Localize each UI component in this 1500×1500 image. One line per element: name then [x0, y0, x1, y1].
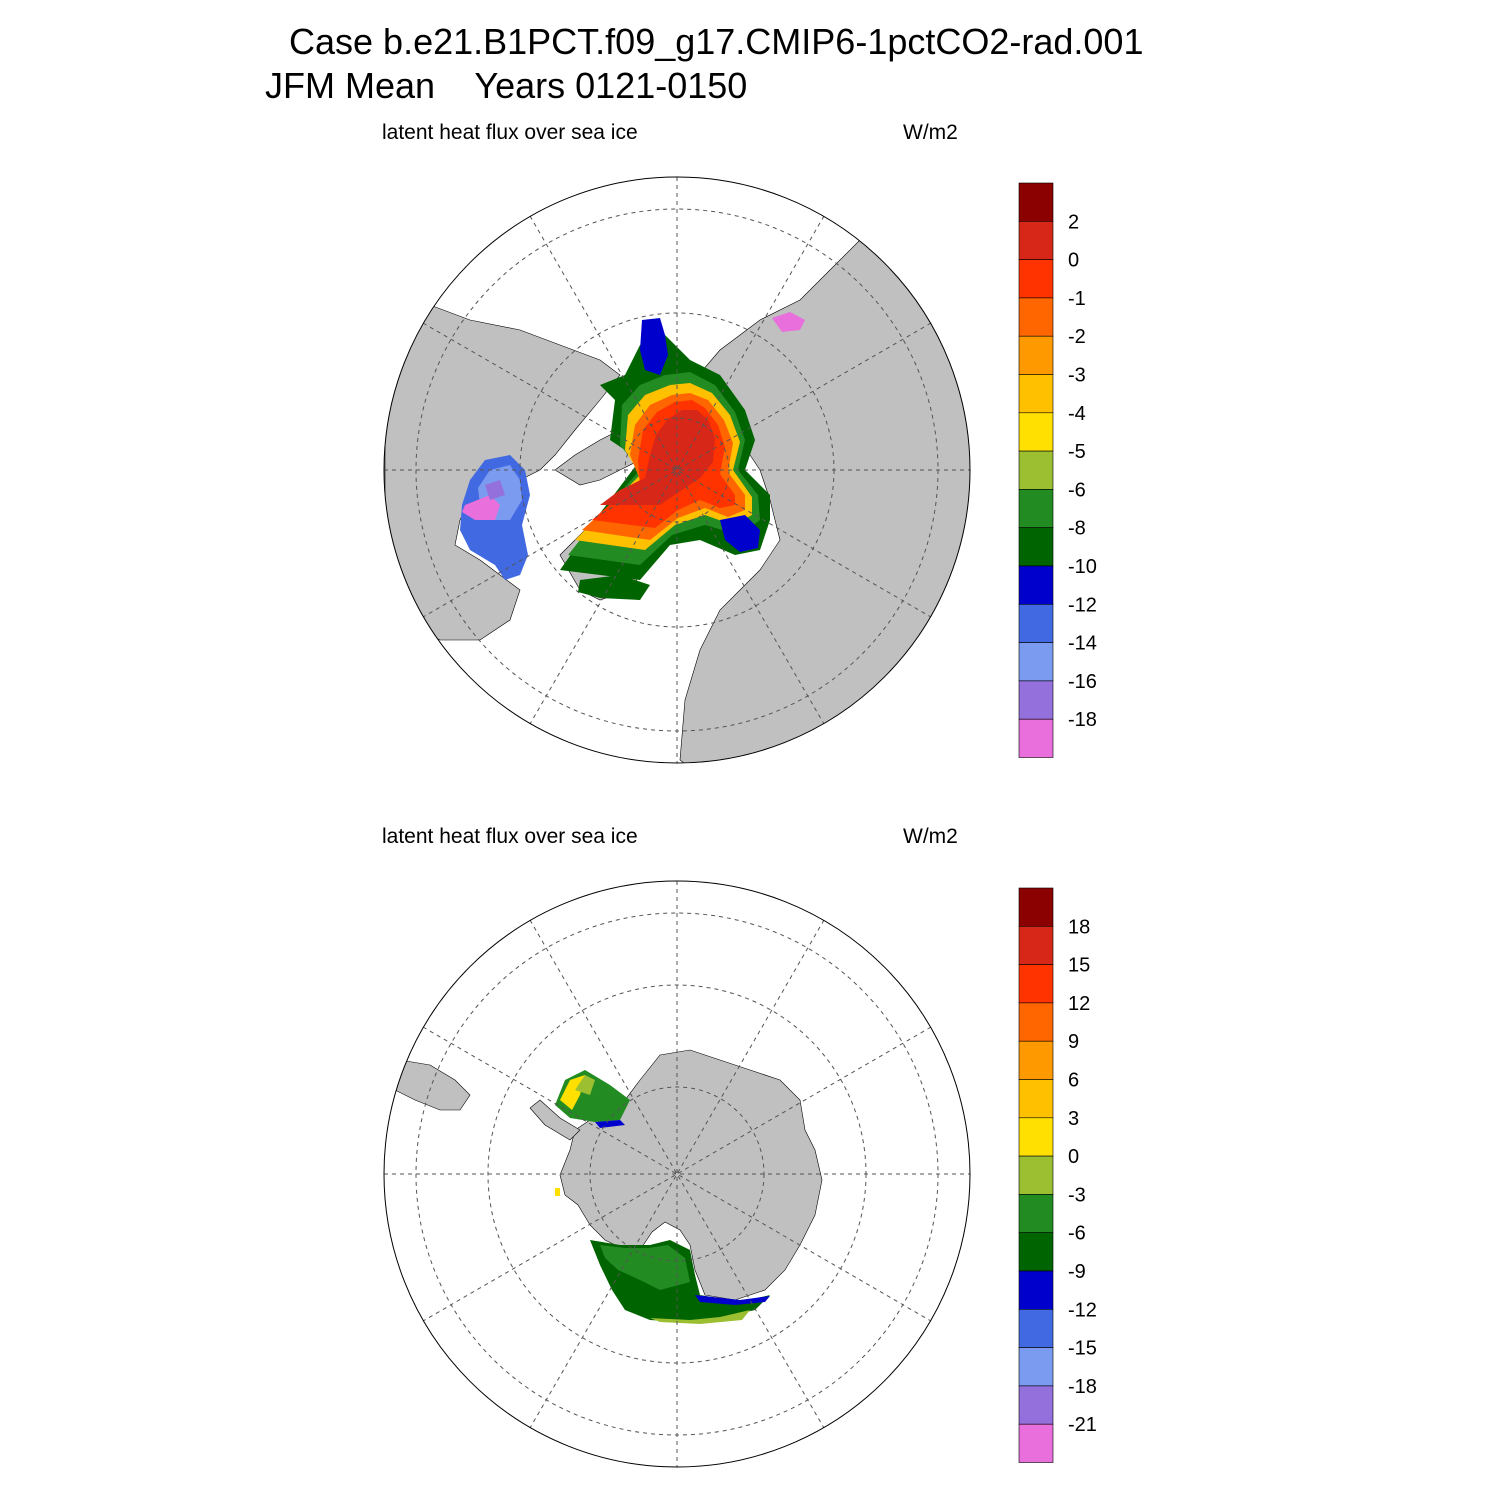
colorbar-swatch: [1018, 1194, 1054, 1234]
colorbar-swatch: [1018, 259, 1054, 299]
colorbar-tick-label: -18: [1068, 709, 1097, 731]
colorbar-tick-label: 6: [1068, 1070, 1079, 1092]
colorbar-tick-label: -6: [1068, 479, 1086, 501]
colorbar-swatch: [1018, 1347, 1054, 1387]
colorbar-swatch: [1018, 1423, 1054, 1463]
colorbar-tick-label: 15: [1068, 955, 1090, 977]
colorbar-swatch: [1018, 1002, 1054, 1042]
colorbar-tick-label: -14: [1068, 633, 1097, 655]
colorbar-tick-label: -12: [1068, 1299, 1097, 1321]
colorbar-swatch: [1018, 718, 1054, 758]
figure-title-case: Case b.e21.B1PCT.f09_g17.CMIP6-1pctCO2-r…: [289, 21, 1144, 62]
colorbar-swatch: [1018, 297, 1054, 337]
colorbar-tick-label: -4: [1068, 403, 1086, 425]
colorbar-swatch: [1018, 1270, 1054, 1310]
colorbar-swatch: [1018, 603, 1054, 643]
colorbar-swatch: [1018, 527, 1054, 567]
colorbar-swatch: [1018, 964, 1054, 1004]
colorbar-swatch: [1018, 335, 1054, 375]
colorbar-swatch: [1018, 565, 1054, 605]
colorbar-swatch: [1018, 1385, 1054, 1425]
north-sea-ice-field: [460, 312, 805, 600]
colorbar-swatch: [1018, 374, 1054, 414]
colorbar-swatch: [1018, 925, 1054, 965]
south-colorbar: 18 15 12 9 6 3 0 -3 -6 -9 -12 -15 -18 -21: [1018, 887, 1097, 1463]
colorbar-tick-label: -21: [1068, 1414, 1097, 1436]
colorbar-tick-label: -10: [1068, 556, 1097, 578]
colorbar-tick-label: -18: [1068, 1376, 1097, 1398]
colorbar-swatch: [1018, 1040, 1054, 1080]
south-map-border: [383, 880, 971, 1468]
colorbar-tick-label: -9: [1068, 1261, 1086, 1283]
colorbar-tick-label: 12: [1068, 993, 1090, 1015]
south-panel-left-label: latent heat flux over sea ice: [382, 825, 638, 848]
colorbar-swatch: [1018, 489, 1054, 528]
north-polar-map: [383, 176, 971, 764]
colorbar-tick-label: -12: [1068, 594, 1097, 616]
colorbar-tick-label: 0: [1068, 250, 1079, 272]
south-polar-map: [383, 880, 971, 1468]
colorbar-tick-label: -16: [1068, 671, 1097, 693]
colorbar-swatch: [1018, 412, 1054, 452]
colorbar-tick-label: -2: [1068, 326, 1086, 348]
colorbar-tick-label: 3: [1068, 1108, 1079, 1130]
colorbar-swatch: [1018, 182, 1054, 222]
colorbar-tick-label: 0: [1068, 1146, 1079, 1168]
colorbar-tick-label: -15: [1068, 1338, 1097, 1360]
colorbar-tick-label: -6: [1068, 1223, 1086, 1245]
colorbar-tick-label: 18: [1068, 916, 1090, 938]
colorbar-tick-label: 9: [1068, 1031, 1079, 1053]
colorbar-swatch: [1018, 642, 1054, 682]
figure-title-period: JFM Mean Years 0121-0150: [265, 65, 748, 106]
colorbar-swatch: [1018, 1309, 1054, 1348]
colorbar-tick-label: -8: [1068, 518, 1086, 540]
colorbar-swatch: [1018, 1232, 1054, 1272]
north-graticule: [384, 177, 970, 763]
colorbar-swatch: [1018, 887, 1054, 927]
north-panel-units-label: W/m2: [903, 121, 958, 144]
colorbar-tick-label: -3: [1068, 365, 1086, 387]
colorbar-tick-label: -3: [1068, 1184, 1086, 1206]
south-graticule: [384, 881, 970, 1467]
north-map-border: [383, 176, 971, 764]
colorbar-swatch: [1018, 1117, 1054, 1157]
colorbar-swatch: [1018, 221, 1054, 260]
colorbar-swatch: [1018, 1155, 1054, 1195]
north-panel-left-label: latent heat flux over sea ice: [382, 121, 638, 144]
colorbar-swatch: [1018, 1079, 1054, 1119]
colorbar-tick-label: -1: [1068, 288, 1086, 310]
colorbar-swatch: [1018, 680, 1054, 720]
south-sea-ice-field: [555, 1070, 770, 1324]
south-panel-units-label: W/m2: [903, 825, 958, 848]
north-colorbar: 2 0 -1 -2 -3 -4 -5 -6 -8 -10 -12 -14 -16 -18: [1018, 182, 1097, 758]
south-map-land: [394, 1049, 823, 1301]
colorbar-tick-label: -5: [1068, 441, 1086, 463]
colorbar-tick-label: 2: [1068, 211, 1079, 233]
colorbar-swatch: [1018, 450, 1054, 490]
